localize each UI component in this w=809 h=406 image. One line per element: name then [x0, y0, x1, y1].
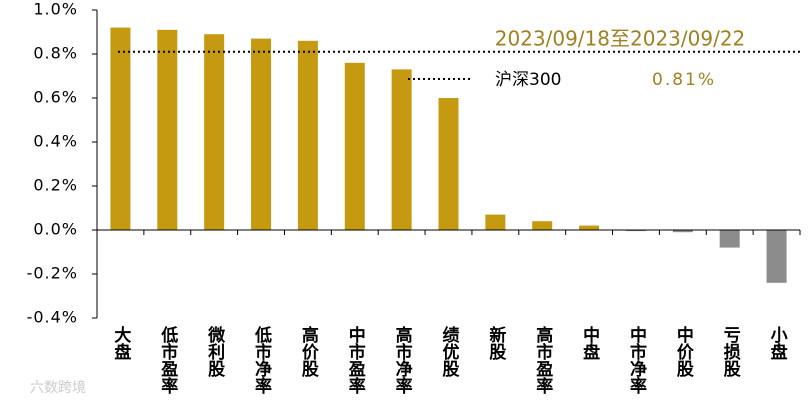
x-tick-label: 大盘 [110, 325, 131, 360]
bar [251, 38, 272, 230]
y-tick-label: 0.8% [33, 44, 78, 63]
y-tick-label: -0.2% [27, 264, 78, 283]
x-tick-label: 高价股 [298, 325, 319, 378]
x-tick-label: 小盘 [767, 326, 788, 360]
bar [204, 34, 225, 231]
bar [719, 230, 740, 248]
y-tick-label: 0.0% [33, 220, 78, 239]
bar [438, 98, 459, 230]
bar [532, 221, 553, 230]
x-tick-label: 低市净率 [251, 325, 273, 395]
x-tick-label: 低市盈率 [157, 325, 179, 395]
x-tick-label: 高市盈率 [532, 325, 554, 395]
x-tick-label: 绩优股 [439, 325, 460, 378]
bar [157, 29, 178, 230]
x-tick-label: 新股 [485, 325, 506, 361]
y-tick-label: -0.4% [27, 308, 78, 327]
bar [485, 214, 506, 230]
x-tick-label: 中价股 [673, 325, 694, 378]
bar [672, 230, 693, 233]
x-tick-label: 中市净率 [626, 325, 647, 395]
bar [297, 40, 318, 230]
annotation: 2023/09/18至2023/09/22 [495, 27, 746, 51]
watermark: 六数跨境 [30, 380, 86, 396]
bar [579, 225, 600, 230]
bar [110, 27, 131, 230]
y-tick-label: 0.6% [33, 88, 78, 107]
x-tick-label: 微利股 [204, 325, 226, 378]
x-tick-label: 亏损股 [720, 326, 741, 378]
y-tick-label: 0.2% [33, 176, 78, 195]
bar [391, 69, 412, 231]
y-tick-label: 0.4% [33, 132, 78, 151]
y-tick-label: 1.0% [33, 0, 78, 19]
legend-label: 沪深300 [495, 70, 561, 90]
bar [766, 230, 787, 283]
bar [625, 230, 646, 232]
x-tick-label: 中市盈率 [345, 325, 367, 395]
x-tick-label: 高市净率 [392, 325, 413, 395]
bar [344, 62, 365, 230]
x-tick-label: 中盘 [579, 325, 600, 360]
reference-label: 0.81% [652, 70, 716, 90]
